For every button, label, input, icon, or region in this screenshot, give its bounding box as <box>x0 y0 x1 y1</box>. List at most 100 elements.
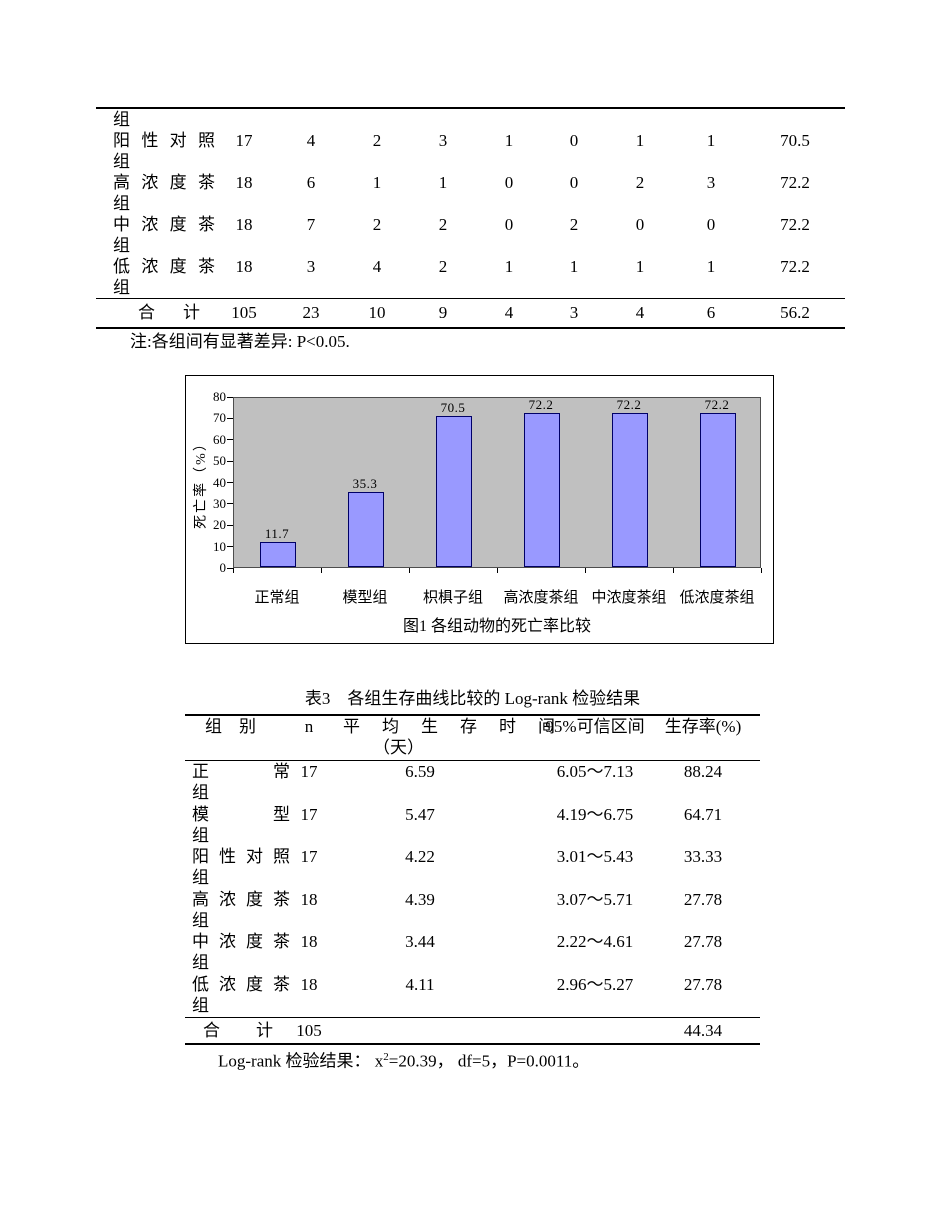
group-name-wrap: 组 <box>192 995 209 1015</box>
group-name-wrap: 组 <box>192 825 209 845</box>
value-cell: 1 <box>706 131 716 150</box>
rate-cell: 88.24 <box>683 762 723 781</box>
table-row: 模型组 17 5.47 4.19～6.75 64.71 <box>185 804 760 847</box>
value-cell: 18 <box>235 215 253 234</box>
group-name-cell: 高浓度茶 <box>192 889 290 909</box>
y-axis-tick-mark <box>227 396 233 398</box>
footnote-superscript: 2 <box>383 1051 389 1063</box>
value-cell: 18 <box>235 173 253 192</box>
value-cell: 1 <box>635 257 645 276</box>
group-name-wrap: 组 <box>113 278 130 297</box>
mean-cell: 5.47 <box>405 804 435 824</box>
value-cell: 1 <box>706 257 716 276</box>
table-row: 阳性对照组 17 4.22 3.01～5.43 33.33 <box>185 846 760 889</box>
rate-cell: 33.33 <box>683 847 723 867</box>
y-axis-tick-mark <box>227 482 233 483</box>
x-axis-tick-mark <box>321 568 322 573</box>
value-cell: 1 <box>569 257 579 276</box>
y-axis-tick-label: 20 <box>213 517 226 533</box>
y-axis-tick-label: 10 <box>213 538 226 554</box>
group-name-cell: 正常 <box>192 762 290 781</box>
rate-cell: 64.71 <box>683 804 723 824</box>
total-value-cell: 4 <box>504 303 514 322</box>
group-name-wrap: 组 <box>113 194 130 213</box>
total-value-cell: 4 <box>635 303 645 322</box>
figure1-caption: 图1 各组动物的死亡率比较 <box>402 618 591 635</box>
mean-cell: 3.44 <box>405 932 435 952</box>
value-cell: 7 <box>306 215 316 234</box>
y-axis-tick-mark <box>227 503 233 505</box>
bar <box>348 491 384 567</box>
category-label: 高浓度茶组 <box>503 590 579 606</box>
bar-value-label: 70.5 <box>440 400 466 416</box>
value-cell: 70.5 <box>780 131 810 150</box>
value-cell: 0 <box>635 215 645 234</box>
ci-cell: 6.05～7.13 <box>556 762 634 781</box>
bar <box>436 416 472 567</box>
table-row: 高浓度茶组 18 4.39 3.07～5.71 27.78 <box>185 889 760 932</box>
header-survival-rate: 生存率(%) <box>664 717 742 736</box>
bar-value-label: 35.3 <box>352 475 378 491</box>
bar-value-label: 72.2 <box>528 396 554 412</box>
value-cell: 0 <box>504 173 514 192</box>
table1-total-label: 合 计 <box>138 303 200 322</box>
x-axis-tick-mark <box>673 568 674 573</box>
plot-area <box>233 397 761 568</box>
table-row: 低浓度茶组 18 4.11 2.96～5.27 27.78 <box>185 974 760 1017</box>
x-axis-tick-mark <box>409 568 410 573</box>
bar-value-label: 72.2 <box>616 396 642 412</box>
value-cell: 1 <box>504 131 514 150</box>
total-value-cell: 9 <box>438 303 448 322</box>
total-value-cell: 6 <box>706 303 716 322</box>
value-cell: 72.2 <box>780 257 810 276</box>
table3-total-label: 合 计 <box>203 1020 273 1040</box>
value-cell: 4 <box>306 131 316 150</box>
total-value-cell: 56.2 <box>780 303 810 322</box>
group-name-wrap: 组 <box>113 152 130 171</box>
header-group: 组 别 <box>205 717 256 736</box>
y-axis-tick-label: 50 <box>213 453 226 469</box>
y-axis-tick-label: 60 <box>213 431 226 447</box>
y-axis-tick-label: 0 <box>219 560 227 575</box>
bar-value-label: 72.2 <box>704 396 730 412</box>
value-cell: 0 <box>706 215 716 234</box>
table3: 组 别 n 平均生存时间 （天） 95%可信区间 生存率(%) 正常组 17 6.5… <box>185 714 760 1045</box>
mean-cell: 4.11 <box>405 974 435 994</box>
value-cell: 6 <box>306 173 316 192</box>
group-name-cell: 中浓度茶 <box>192 932 290 952</box>
value-cell: 2 <box>372 131 382 150</box>
value-cell: 1 <box>635 131 645 150</box>
figure1-chart: 死亡率（%） 图1 各组动物的死亡率比较 0 10 20 30 40 50 60 70 80 11… <box>185 375 774 644</box>
value-cell: 2 <box>635 173 645 192</box>
n-cell: 18 <box>300 932 318 952</box>
x-axis-tick-mark <box>233 568 234 573</box>
category-label: 模型组 <box>342 590 388 606</box>
ci-cell: 2.96～5.27 <box>556 974 634 994</box>
rate-cell: 27.78 <box>683 889 723 909</box>
y-axis-tick-mark <box>227 439 233 441</box>
value-cell: 18 <box>235 257 253 276</box>
footnote-prefix: Log-rank 检验结果： x <box>218 1051 384 1071</box>
value-cell: 3 <box>706 173 716 192</box>
total-value-cell: 105 <box>231 303 257 322</box>
table1-body: 阳性对照组 17 4 2 3 1 0 1 1 70.5 高浓度茶组 18 6 1 1 0 0 2 3 72.2 中浓度茶… <box>96 130 845 298</box>
table3-body: 正常组 17 6.59 6.05～7.13 88.24 模型组 17 5.47 4.19～6.7… <box>185 761 760 1017</box>
header-n: n <box>304 717 314 736</box>
value-cell: 17 <box>235 131 253 150</box>
table-row: 阳性对照组 17 4 2 3 1 0 1 1 70.5 <box>96 130 845 172</box>
mean-cell: 4.39 <box>405 889 435 909</box>
group-name-cell: 阳性对照 <box>113 131 215 150</box>
ci-cell: 4.19～6.75 <box>556 804 634 824</box>
table3-footnote: Log-rank 检验结果： x2=20.39， df=5，P=0.0011。 <box>218 1046 589 1073</box>
table3-total-n: 105 <box>296 1020 322 1040</box>
group-name-cell: 高浓度茶 <box>113 173 215 192</box>
value-cell: 0 <box>569 173 579 192</box>
group-name-wrap: 组 <box>192 953 209 973</box>
y-axis-tick-mark <box>227 417 233 419</box>
header-mean-survival: 平均生存时间 <box>343 717 555 736</box>
group-name-cell: 模型 <box>192 804 290 824</box>
value-cell: 0 <box>504 215 514 234</box>
group-name-wrap: 组 <box>192 868 209 888</box>
mean-cell: 4.22 <box>405 847 435 867</box>
category-label: 中浓度茶组 <box>591 590 667 606</box>
